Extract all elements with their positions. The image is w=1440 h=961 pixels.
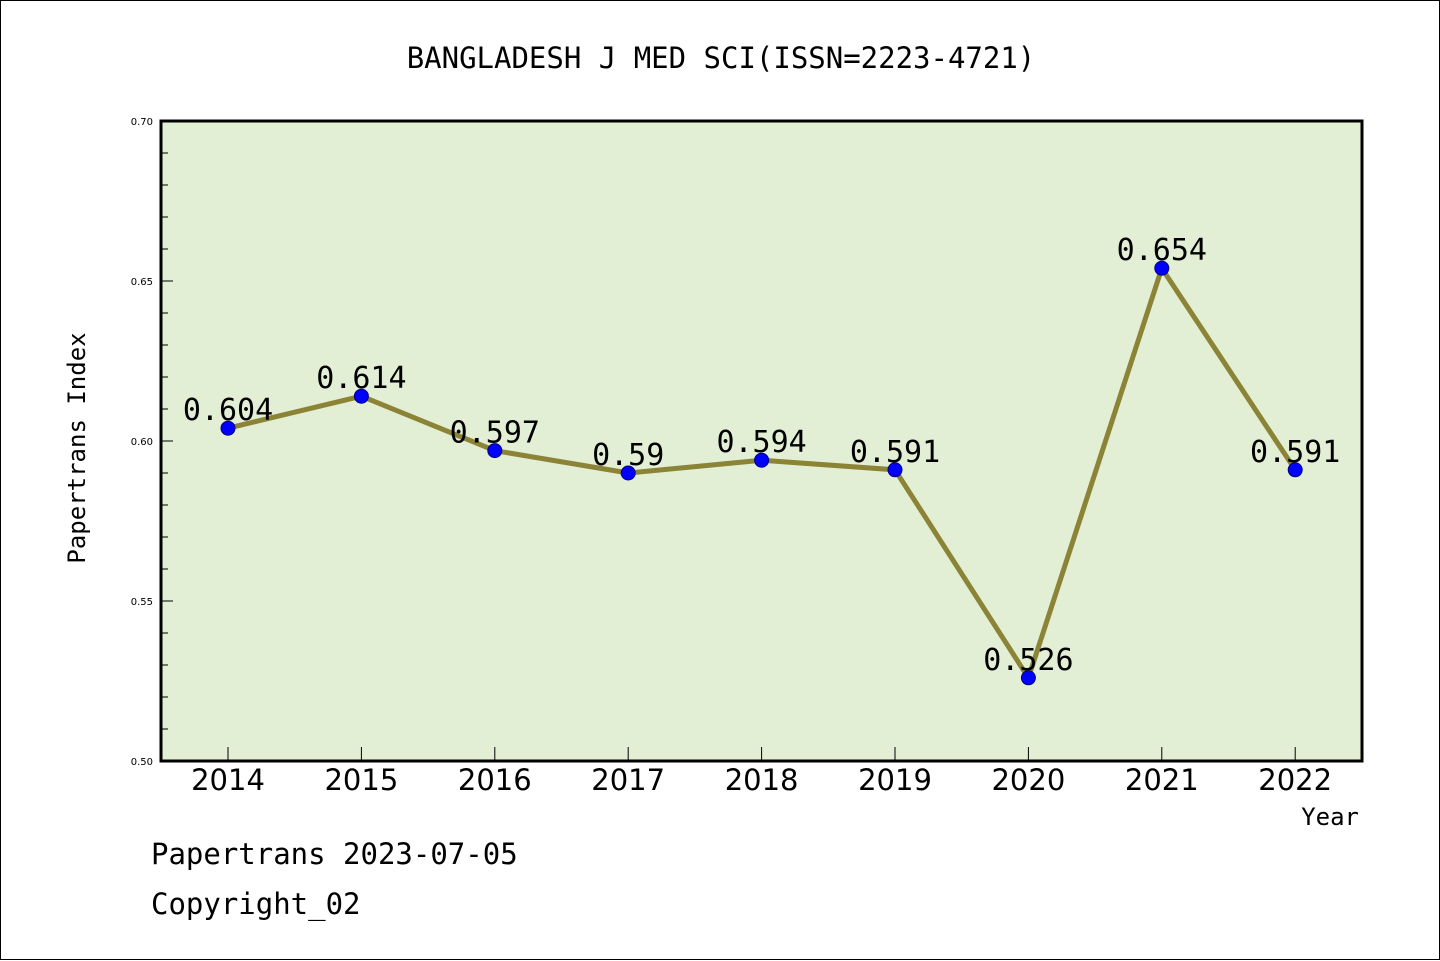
y-tick-label: 0.55 [131,597,153,608]
y-tick-label: 0.60 [131,437,153,448]
data-point [220,420,236,436]
data-label: 0.654 [1117,233,1207,268]
x-tick-label: 2017 [591,763,665,797]
y-tick-label: 0.50 [131,757,153,768]
x-tick-label: 2015 [324,763,398,797]
footer-date-line: Papertrans 2023-07-05 [151,837,518,871]
y-axis: 0.50 0.55 0.60 0.65 0.70 [131,117,173,768]
chart-title: BANGLADESH J MED SCI(ISSN=2223-4721) [407,41,1036,75]
y-tick-label: 0.65 [131,277,153,288]
data-label: 0.591 [850,435,940,470]
data-label: 0.59 [592,438,664,473]
x-axis: 2014 2015 2016 2017 2018 2019 2020 2021 2022 [191,747,1332,797]
x-tick-label: 2020 [991,763,1065,797]
data-point [1154,260,1170,276]
data-point [1020,670,1036,686]
data-label: 0.591 [1250,435,1340,470]
data-point [887,462,903,478]
x-tick-label: 2021 [1125,763,1199,797]
x-tick-label: 2018 [725,763,799,797]
x-axis-label: Year [1301,803,1359,831]
x-tick-label: 2016 [458,763,532,797]
data-point [620,465,636,481]
data-point [353,388,369,404]
data-label: 0.594 [716,425,806,460]
x-tick-label: 2022 [1258,763,1332,797]
plot-area [159,119,1364,763]
data-label: 0.604 [183,393,273,428]
data-label: 0.614 [316,361,406,396]
x-tick-label: 2019 [858,763,932,797]
data-point [1287,462,1303,478]
footer-copyright-line: Copyright_02 [151,887,361,921]
x-tick-label: 2014 [191,763,265,797]
y-axis-label: Papertrans Index [63,332,91,563]
y-tick-label: 0.70 [131,117,153,128]
data-label: 0.597 [450,416,540,451]
data-point [487,443,503,459]
data-point [754,452,770,468]
data-series: 0.604 0.614 0.597 0.59 0.594 0.591 0.526 0.654 0… [183,233,1340,686]
data-label: 0.526 [983,643,1073,678]
